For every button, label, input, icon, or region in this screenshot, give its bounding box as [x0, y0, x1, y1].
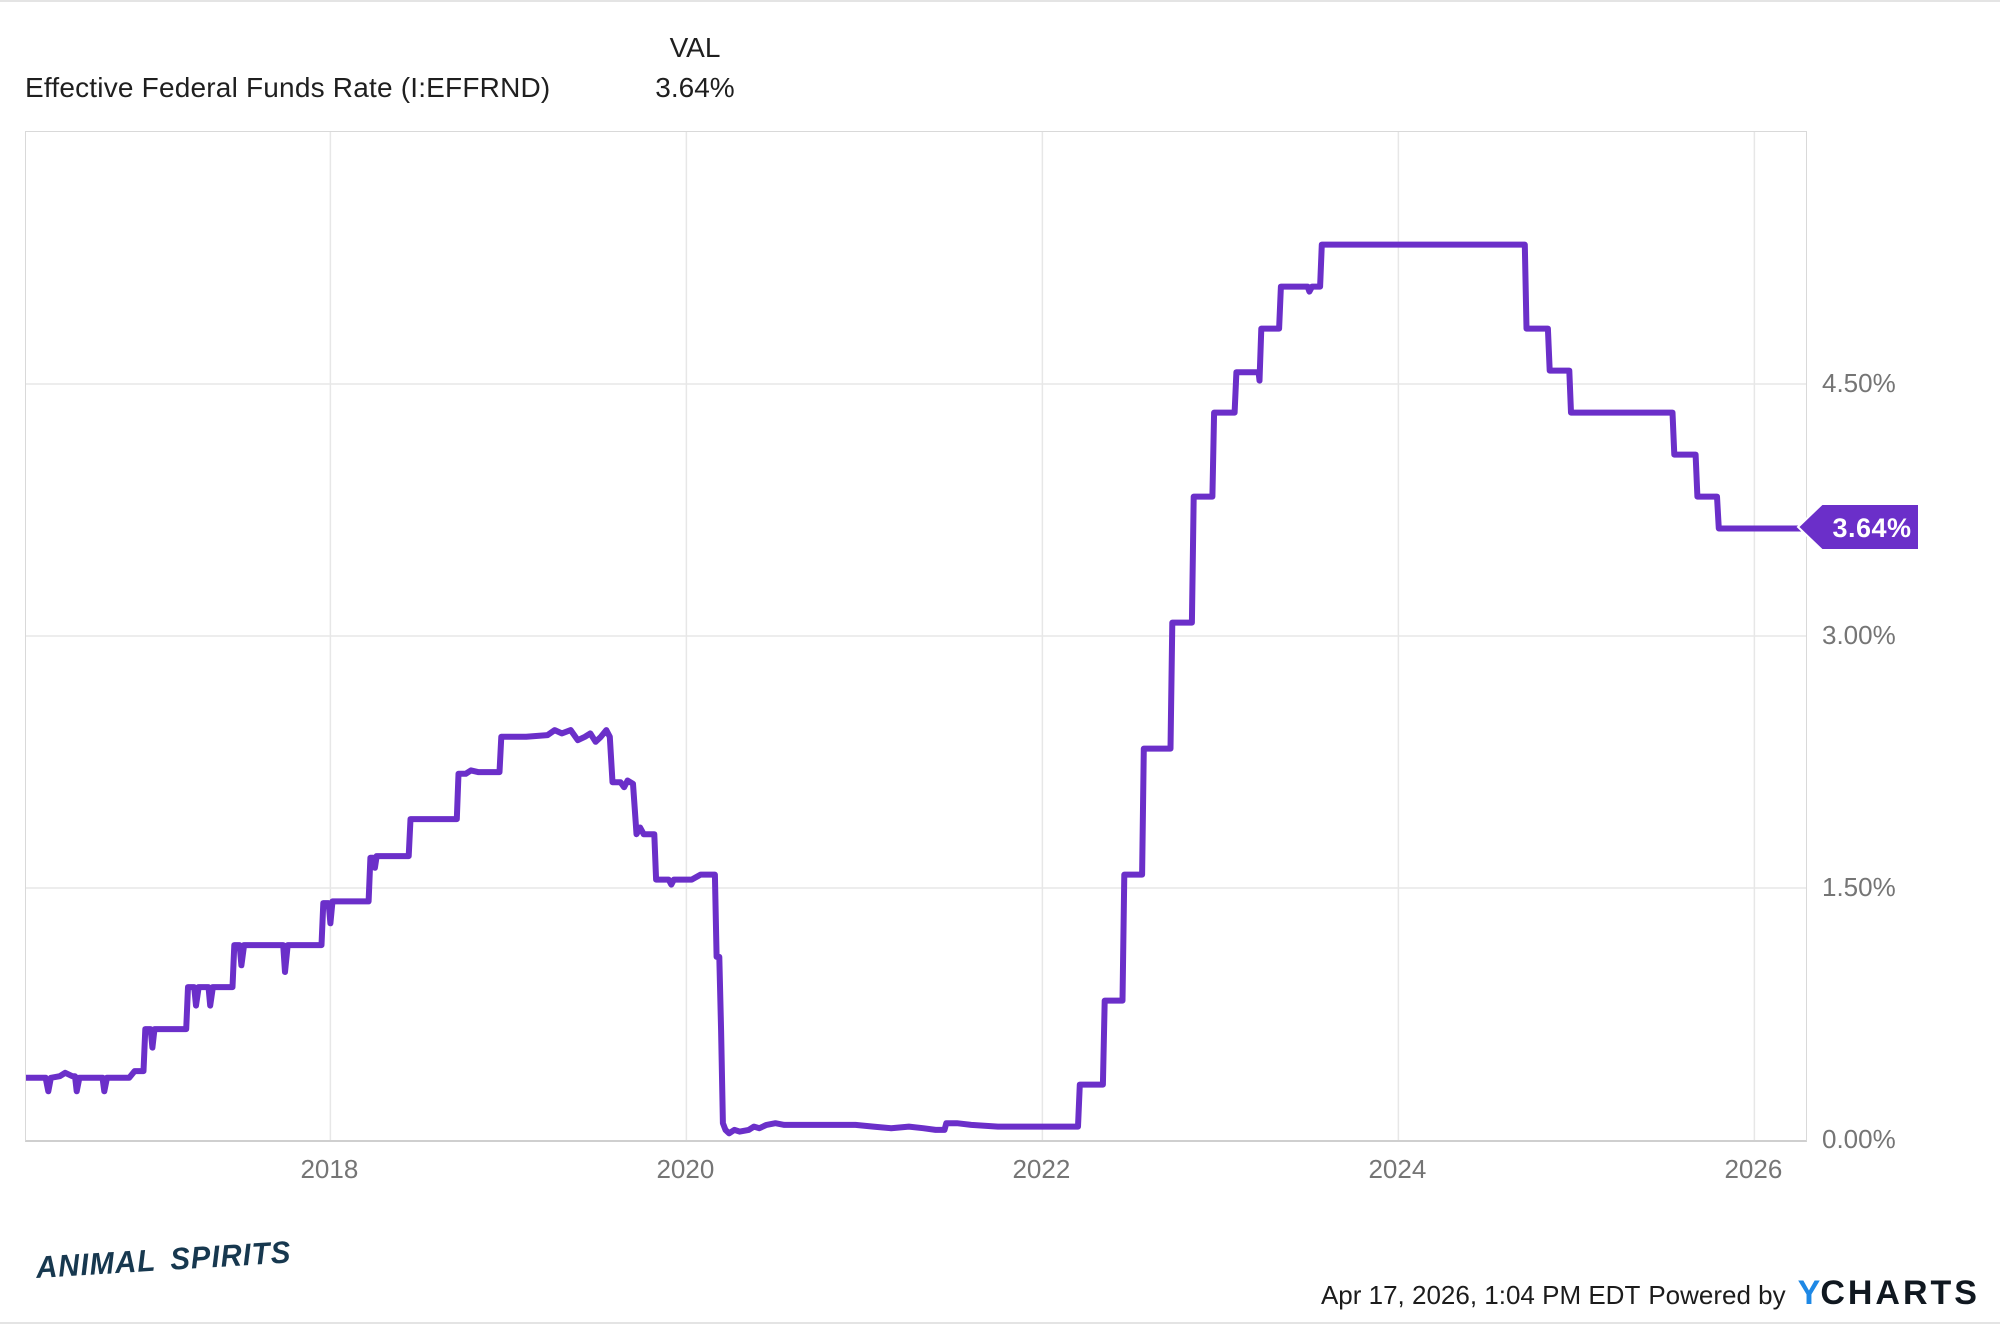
y-axis-tick-label: 1.50% — [1822, 872, 1896, 902]
value-tag-label: 3.64% — [1832, 513, 1911, 543]
x-axis-tick-label: 2022 — [1012, 1154, 1071, 1184]
powered-by-label: Powered by — [1648, 1280, 1786, 1310]
ycharts-logo[interactable]: Y CHARTS — [1798, 1274, 1980, 1313]
chart-title: Effective Federal Funds Rate (I:EFFRND) — [25, 72, 551, 103]
y-axis-tick-label: 3.00% — [1822, 620, 1896, 650]
x-axis-tick-label: 2026 — [1724, 1154, 1783, 1184]
x-axis-tick-label: 2020 — [656, 1154, 715, 1184]
rate-series-line — [26, 241, 1806, 1137]
ycharts-logo-charts: CHARTS — [1820, 1274, 1980, 1312]
chart-plot-area[interactable] — [25, 131, 1807, 1142]
x-axis-tick-label: 2024 — [1368, 1154, 1427, 1184]
chart-attribution: Apr 17, 2026, 1:04 PM EDT Powered by Y CH… — [1321, 1274, 1980, 1313]
y-axis-tick-label: 0.00% — [1822, 1124, 1896, 1154]
fed-funds-rate-line-chart — [26, 132, 1806, 1140]
current-value-tag: 3.64% — [1796, 503, 1920, 552]
ycharts-logo-y: Y — [1797, 1274, 1821, 1312]
val-column-value: 3.64% — [655, 72, 735, 103]
x-axis-tick-label: 2018 — [300, 1154, 359, 1184]
animal-spirits-logo: ANIMAL SPIRITS — [34, 1234, 293, 1285]
val-column-header: VAL — [669, 32, 721, 63]
value-tag-arrow-shape — [1796, 503, 1920, 552]
y-axis-tick-label: 4.50% — [1822, 368, 1896, 398]
timestamp: Apr 17, 2026, 1:04 PM EDT — [1320, 1280, 1641, 1310]
